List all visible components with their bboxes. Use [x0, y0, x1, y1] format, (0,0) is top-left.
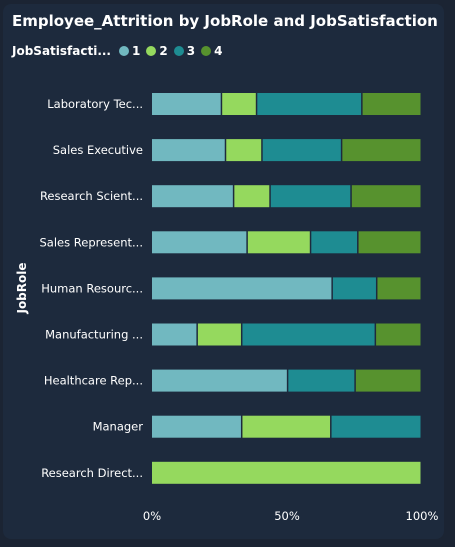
bar-segment-4[interactable] [377, 277, 421, 300]
bar-segment-2[interactable] [152, 461, 421, 484]
bar-segment-2[interactable] [222, 93, 256, 115]
legend-label-1: 1 [132, 44, 141, 58]
bar-segment-4[interactable] [376, 323, 421, 346]
legend-label-3: 3 [186, 44, 196, 58]
category-label: Healthcare Rep... [44, 374, 143, 388]
chart-title: Employee_Attrition by JobRole and JobSat… [12, 12, 438, 30]
category-label: Manager [93, 420, 144, 434]
category-label: Laboratory Tec... [47, 97, 143, 111]
bar-segment-1[interactable] [152, 277, 332, 300]
legend-item-2[interactable]: 2 [146, 44, 168, 58]
bar-segment-3[interactable] [311, 231, 358, 254]
bar-segment-2[interactable] [247, 231, 310, 254]
legend: JobSatisfacti... 1 2 3 4 [12, 43, 228, 59]
x-tick-label: 100% [406, 509, 439, 523]
bar-segment-3[interactable] [332, 277, 376, 300]
legend-item-4[interactable]: 4 [201, 44, 222, 58]
legend-dot-2 [146, 46, 157, 56]
bar-segment-1[interactable] [152, 323, 197, 346]
category-label: Human Resourc... [41, 281, 143, 295]
legend-dot-3 [173, 46, 184, 56]
bar-segment-4[interactable] [342, 139, 421, 162]
bar-segment-3[interactable] [242, 323, 375, 346]
category-label: Manufacturing ... [45, 328, 143, 342]
category-label: Sales Executive [53, 143, 143, 157]
legend-dot-4 [201, 46, 212, 56]
bar-segment-4[interactable] [358, 231, 421, 254]
bar-segment-3[interactable] [331, 415, 421, 438]
bar-segment-1[interactable] [152, 415, 241, 438]
bar-segment-1[interactable] [152, 369, 287, 392]
bar-segment-2[interactable] [242, 415, 331, 438]
bar-segment-3[interactable] [257, 93, 362, 115]
bar-segment-1[interactable] [152, 231, 247, 254]
category-label: Sales Represent... [40, 235, 144, 249]
bar-segment-4[interactable] [362, 93, 421, 115]
bar-segment-1[interactable] [152, 93, 221, 115]
legend-label-4: 4 [214, 44, 223, 58]
bar-segment-1[interactable] [152, 185, 233, 208]
legend-dot-1 [119, 46, 129, 56]
category-label: Research Scient... [40, 189, 143, 203]
bar-segment-2[interactable] [197, 323, 241, 346]
bar-segment-3[interactable] [270, 185, 351, 208]
bar-segment-2[interactable] [226, 139, 262, 162]
legend-item-3[interactable]: 3 [173, 44, 196, 58]
bar-segment-4[interactable] [351, 185, 421, 208]
bar-segment-2[interactable] [234, 185, 270, 208]
legend-item-1[interactable]: 1 [119, 44, 140, 58]
bar-segment-1[interactable] [152, 139, 225, 162]
x-tick-label: 0% [143, 509, 161, 523]
x-tick-label: 50% [274, 509, 300, 523]
bar-segment-3[interactable] [262, 139, 341, 162]
bar-segment-3[interactable] [288, 369, 355, 392]
legend-label-2: 2 [159, 44, 168, 58]
legend-title: JobSatisfacti... [12, 44, 111, 58]
category-label: Research Direct... [41, 466, 143, 480]
bar-segment-4[interactable] [355, 369, 421, 392]
